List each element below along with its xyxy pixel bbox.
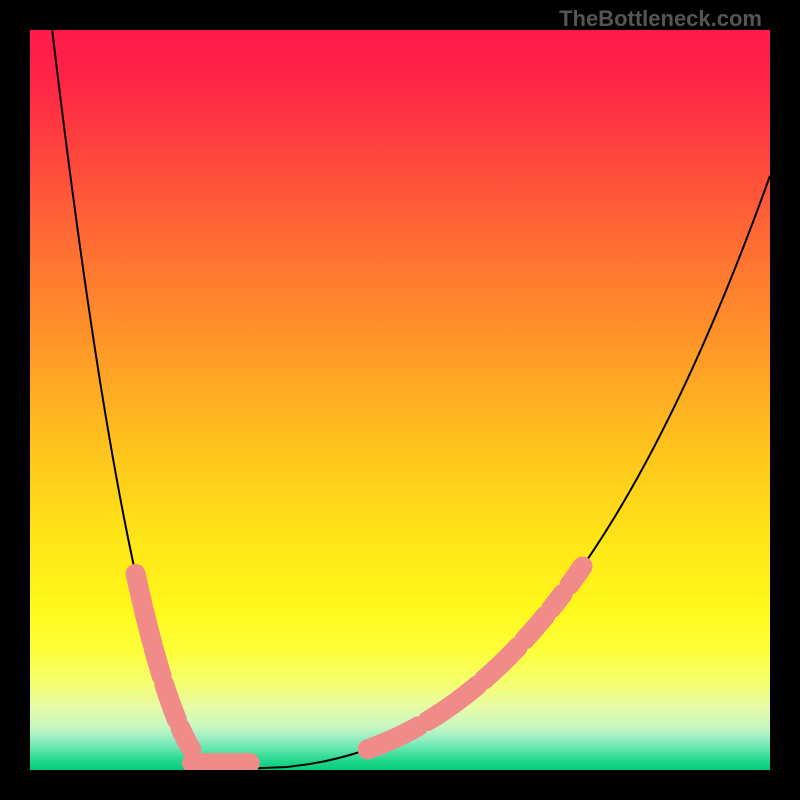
data-marker-segment [368, 726, 419, 749]
data-marker-segment [164, 684, 177, 719]
chart-svg [30, 30, 770, 770]
data-marker-segment [551, 594, 562, 609]
data-marker-segment [484, 647, 518, 680]
watermark-label: TheBottleneck.com [559, 6, 762, 32]
data-marker-segment [181, 728, 192, 749]
data-marker-segment [154, 649, 162, 675]
data-marker-segment [525, 616, 546, 640]
data-marker-segment [569, 567, 582, 585]
plot-area [30, 30, 770, 770]
data-marker-segment [144, 609, 153, 644]
data-marker-segment [428, 685, 478, 721]
